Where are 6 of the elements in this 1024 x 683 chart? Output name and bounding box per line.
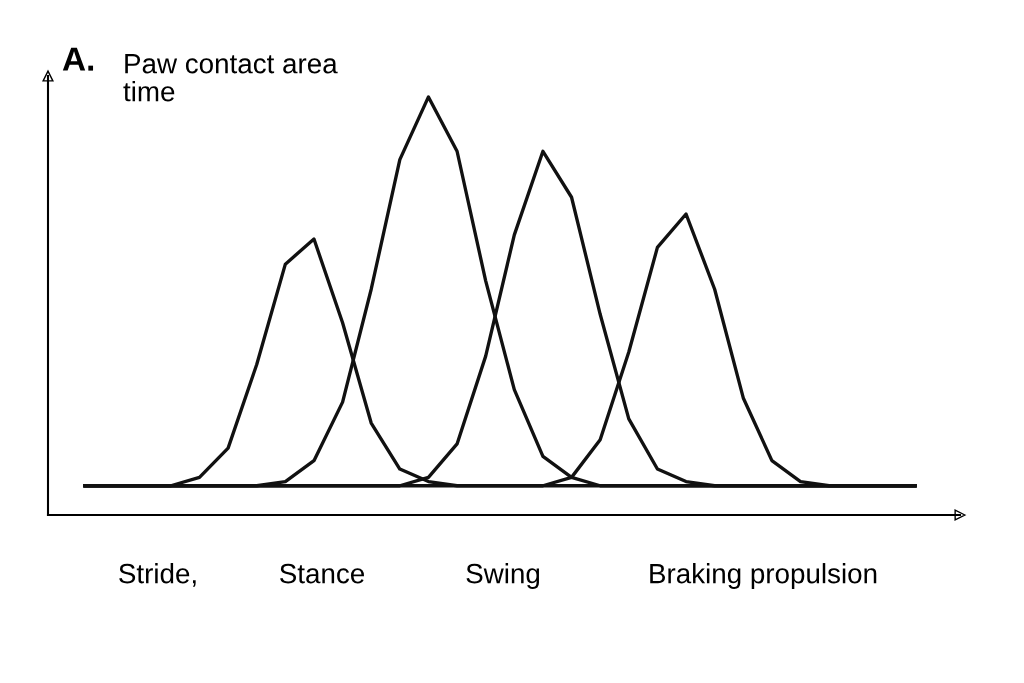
text: Swing <box>466 563 540 589</box>
text: Stance <box>280 563 365 584</box>
text: Braking propulsion <box>650 563 877 589</box>
chart-title: A. <box>62 47 94 71</box>
y-axis-title: Paw contact area time <box>123 54 338 102</box>
text: Stride, <box>119 563 196 587</box>
